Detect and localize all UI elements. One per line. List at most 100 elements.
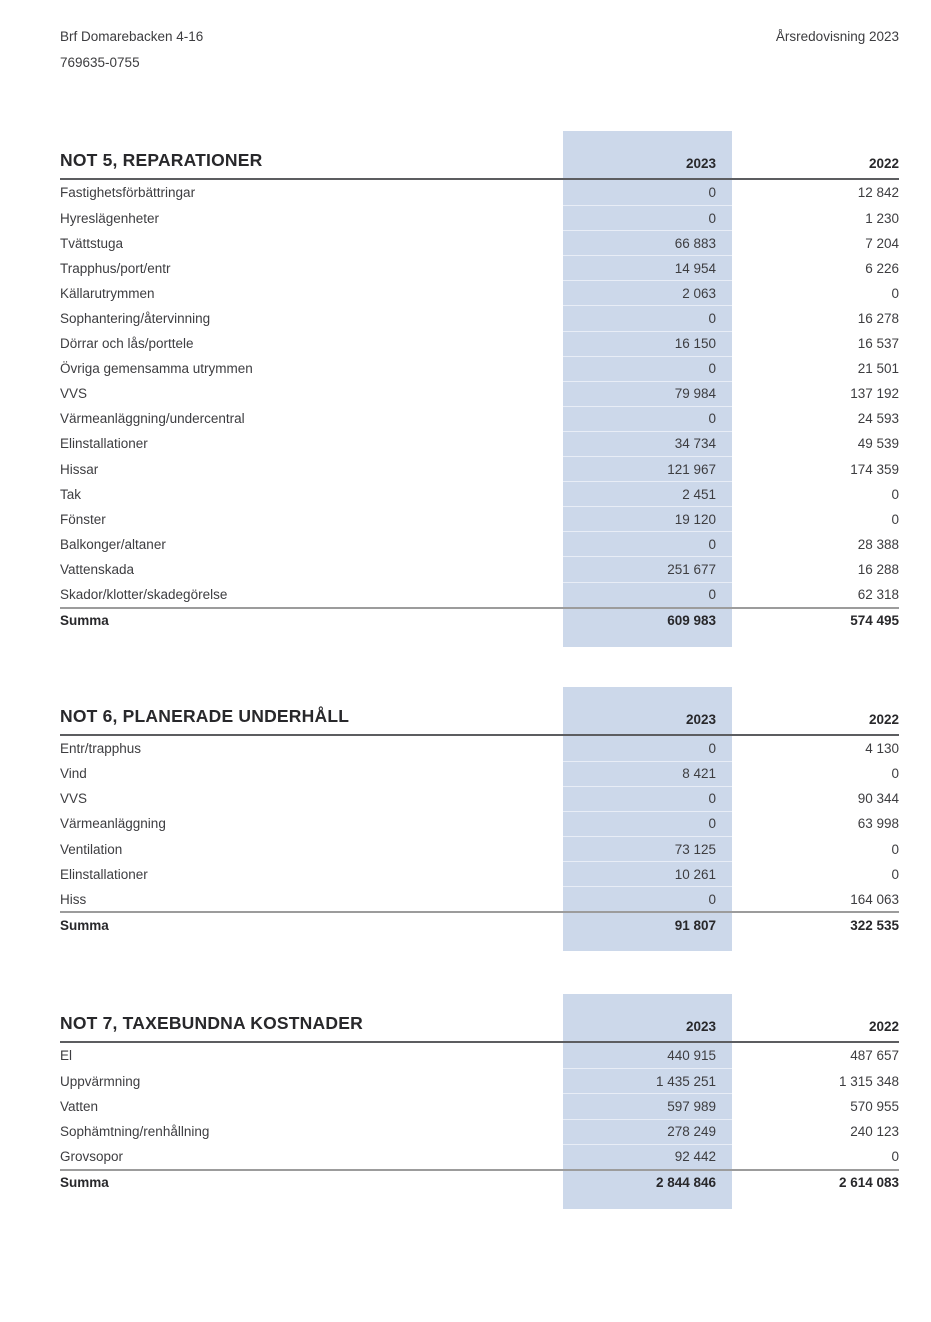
table-row: Fönster 19 120 0 <box>60 506 899 531</box>
row-label: VVS <box>60 386 88 402</box>
value-2023: 0 <box>708 536 716 552</box>
table-row: Tvättstuga 66 883 7 204 <box>60 230 899 255</box>
value-2022: 240 123 <box>850 1124 899 1140</box>
table-header-row: NOT 7, TAXEBUNDNA KOSTNADER 2023 2022 <box>60 994 899 1044</box>
column-header-2022: 2022 <box>868 711 899 727</box>
value-2023: 0 <box>708 740 716 756</box>
summa-label: Summa <box>60 613 109 629</box>
table-header-row: NOT 5, REPARATIONER 2023 2022 <box>60 131 899 180</box>
table-rows: Entr/trapphus 0 4 130 Vind 8 421 0 VVS 0… <box>60 736 899 912</box>
row-label: Sophantering/återvinning <box>60 311 211 327</box>
table-row: Elinstallationer 34 734 49 539 <box>60 430 899 456</box>
row-label: Värmeanläggning <box>60 816 166 832</box>
value-2023: 2 063 <box>682 285 716 301</box>
note-table-5: NOT 5, REPARATIONER 2023 2022 Fastighets… <box>60 131 899 647</box>
value-2022: 21 501 <box>857 361 899 377</box>
value-2023: 0 <box>708 411 716 427</box>
table-row: Entr/trapphus 0 4 130 <box>60 736 899 761</box>
summa-value-2023: 609 983 <box>667 613 716 629</box>
value-2022: 4 130 <box>865 740 899 756</box>
table-title: NOT 5, REPARATIONER <box>60 150 263 170</box>
value-2023: 19 120 <box>674 511 716 527</box>
row-label: VVS <box>60 791 88 807</box>
table-row: Hiss 0 164 063 <box>60 886 899 911</box>
value-2023: 0 <box>708 791 716 807</box>
value-2022: 487 657 <box>850 1048 899 1064</box>
value-2023: 16 150 <box>674 336 716 352</box>
value-2023: 1 435 251 <box>655 1073 716 1089</box>
row-label: Skador/klotter/skadegörelse <box>60 587 228 603</box>
value-2022: 16 278 <box>857 311 899 327</box>
page-header: Brf Domarebacken 4-16 769635-0755 Årsred… <box>60 24 899 76</box>
column-header-2022: 2022 <box>868 156 899 171</box>
column-header-2023: 2023 <box>685 156 716 171</box>
highlight-band-current-year <box>563 131 732 647</box>
value-2023: 597 989 <box>667 1098 716 1114</box>
table-row: Fastighetsförbättringar 0 12 842 <box>60 180 899 205</box>
value-2022: 0 <box>891 511 899 527</box>
table-row: Hyreslägenheter 0 1 230 <box>60 205 899 230</box>
value-2022: 90 344 <box>857 791 899 807</box>
row-label: Värmeanläggning/undercentral <box>60 411 245 427</box>
value-2023: 0 <box>708 361 716 377</box>
row-label: Entr/trapphus <box>60 740 142 756</box>
row-label: Sophämtning/renhållning <box>60 1124 210 1140</box>
value-2023: 79 984 <box>674 386 716 402</box>
row-label: Hyreslägenheter <box>60 210 160 226</box>
table-row: VVS 0 90 344 <box>60 785 899 811</box>
value-2023: 278 249 <box>667 1124 716 1140</box>
value-2023: 440 915 <box>667 1048 716 1064</box>
table-row: Hissar 121 967 174 359 <box>60 456 899 481</box>
table-content: NOT 6, PLANERADE UNDERHÅLL 2023 2022 Ent… <box>60 687 899 938</box>
row-label: El <box>60 1048 73 1064</box>
value-2023: 92 442 <box>674 1149 716 1165</box>
row-label: Hissar <box>60 461 99 477</box>
row-label: Fönster <box>60 511 106 527</box>
table-row: Ventilation 73 125 0 <box>60 835 899 861</box>
value-2023: 0 <box>708 210 716 226</box>
table-row: Vatten 597 989 570 955 <box>60 1093 899 1118</box>
value-2022: 174 359 <box>850 461 899 477</box>
report-title: Årsredovisning 2023 <box>775 29 899 44</box>
value-2023: 66 883 <box>674 235 716 251</box>
table-row: Övriga gemensamma utrymmen 0 21 501 <box>60 355 899 381</box>
value-2022: 6 226 <box>865 260 899 276</box>
table-row: Dörrar och lås/porttele 16 150 16 537 <box>60 330 899 356</box>
table-row: Vind 8 421 0 <box>60 760 899 786</box>
table-row: Vattenskada 251 677 16 288 <box>60 556 899 581</box>
summa-value-2023: 2 844 846 <box>655 1175 716 1191</box>
value-2023: 73 125 <box>674 841 716 857</box>
value-2022: 570 955 <box>850 1098 899 1114</box>
value-2023: 0 <box>708 587 716 603</box>
table-row: Sophantering/återvinning 0 16 278 <box>60 305 899 330</box>
table-row: Trapphus/port/entr 14 954 6 226 <box>60 255 899 280</box>
value-2022: 16 288 <box>857 561 899 577</box>
row-label: Vind <box>60 766 87 782</box>
row-label: Elinstallationer <box>60 866 148 882</box>
highlight-band-current-year <box>563 994 732 1209</box>
value-2022: 0 <box>891 766 899 782</box>
table-title: NOT 7, TAXEBUNDNA KOSTNADER <box>60 1013 363 1034</box>
value-2022: 63 998 <box>857 816 899 832</box>
value-2022: 28 388 <box>857 536 899 552</box>
row-label: Källarutrymmen <box>60 285 155 301</box>
value-2023: 2 451 <box>682 486 716 502</box>
value-2023: 34 734 <box>674 436 716 452</box>
table-row: Tak 2 451 0 <box>60 481 899 506</box>
table-row: Skador/klotter/skadegörelse 0 62 318 <box>60 581 899 607</box>
value-2022: 0 <box>891 1149 899 1165</box>
value-2023: 8 421 <box>682 766 716 782</box>
row-label: Elinstallationer <box>60 436 148 452</box>
row-label: Övriga gemensamma utrymmen <box>60 361 253 377</box>
table-title: NOT 6, PLANERADE UNDERHÅLL <box>60 705 350 726</box>
row-label: Hiss <box>60 891 87 907</box>
value-2023: 251 677 <box>667 561 716 577</box>
row-label: Grovsopor <box>60 1149 124 1165</box>
highlight-band-current-year <box>563 686 732 952</box>
column-header-2023: 2023 <box>685 1019 716 1035</box>
row-label: Uppvärmning <box>60 1073 141 1089</box>
org-name: Brf Domarebacken 4-16 <box>60 29 204 44</box>
value-2023: 0 <box>708 311 716 327</box>
summa-value-2022: 2 614 083 <box>838 1175 899 1191</box>
table-row: Värmeanläggning 0 63 998 <box>60 810 899 836</box>
